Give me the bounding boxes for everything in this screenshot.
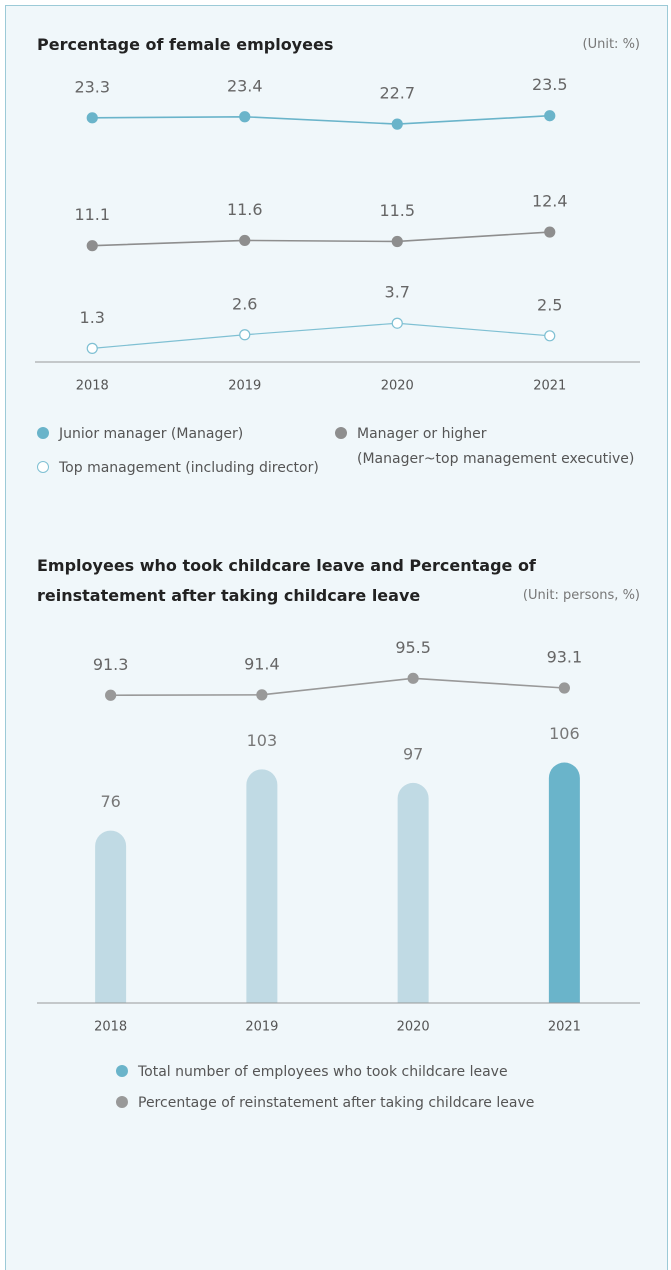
unit-label: (Unit: %) (582, 37, 640, 52)
legend-marker (116, 1065, 128, 1077)
marker (239, 234, 251, 247)
marker (86, 342, 98, 354)
data-label: 2.5 (537, 295, 562, 314)
marker (391, 317, 403, 329)
line (110, 677, 565, 697)
data-label: 76 (100, 792, 120, 811)
line (92, 231, 550, 247)
data-label: 22.7 (379, 84, 415, 103)
marker (391, 118, 403, 130)
x-tick-label: 2021 (533, 379, 566, 394)
unit-label: (Unit: persons, %) (522, 588, 640, 603)
x-tick-label: 2020 (381, 379, 414, 394)
data-label: 12.4 (532, 192, 568, 211)
bar (246, 769, 278, 1003)
legend-marker (37, 461, 49, 473)
marker (239, 329, 251, 341)
data-label: 95.5 (395, 638, 431, 657)
marker (256, 689, 268, 701)
data-label: 91.3 (93, 655, 129, 674)
marker (544, 226, 556, 238)
bar (548, 762, 580, 1003)
legend-item: Percentage of reinstatement after taking… (116, 1091, 534, 1116)
line (92, 322, 550, 349)
line (92, 114, 550, 125)
legend-marker (37, 427, 49, 439)
data-label: 23.3 (74, 77, 110, 96)
marker (391, 235, 403, 248)
marker (86, 112, 98, 124)
data-label: 11.6 (227, 200, 263, 219)
data-label: 103 (247, 731, 278, 750)
bar (95, 830, 127, 1003)
x-tick-label: 2019 (228, 379, 261, 394)
legend-item: Top management (including director) (37, 456, 319, 481)
legend-marker (335, 427, 347, 439)
data-label: 97 (403, 744, 423, 763)
marker (544, 330, 556, 342)
marker (86, 240, 98, 252)
x-tick-label: 2018 (76, 379, 109, 394)
legend-item: Total number of employees who took child… (116, 1060, 508, 1085)
data-label: 1.3 (80, 308, 105, 327)
legend-item: Junior manager (Manager) (37, 422, 243, 447)
marker (239, 111, 251, 123)
data-label: 23.4 (227, 76, 263, 95)
x-tick-label: 2018 (94, 1020, 127, 1035)
marker (544, 110, 556, 122)
data-label: 106 (549, 724, 580, 743)
data-label: 93.1 (547, 647, 583, 666)
data-label: 2.6 (232, 294, 257, 313)
marker (407, 672, 419, 684)
x-tick-label: 2021 (548, 1020, 581, 1035)
data-label: 23.5 (532, 75, 568, 94)
data-label: 11.1 (74, 205, 110, 224)
marker (105, 689, 117, 701)
data-label: 11.5 (379, 201, 415, 220)
bar (397, 782, 429, 1003)
x-tick-label: 2019 (245, 1020, 278, 1035)
data-label: 3.7 (385, 283, 410, 302)
legend-marker (116, 1096, 128, 1108)
panel (5, 5, 668, 1270)
legend-item: Manager or higher (Manager~top managemen… (335, 422, 634, 472)
chart-title: Percentage of female employees (37, 35, 334, 54)
data-label: 91.4 (244, 654, 280, 673)
x-tick-label: 2020 (397, 1020, 430, 1035)
chart-title: Employees who took childcare leave and P… (37, 556, 536, 605)
marker (558, 682, 570, 694)
